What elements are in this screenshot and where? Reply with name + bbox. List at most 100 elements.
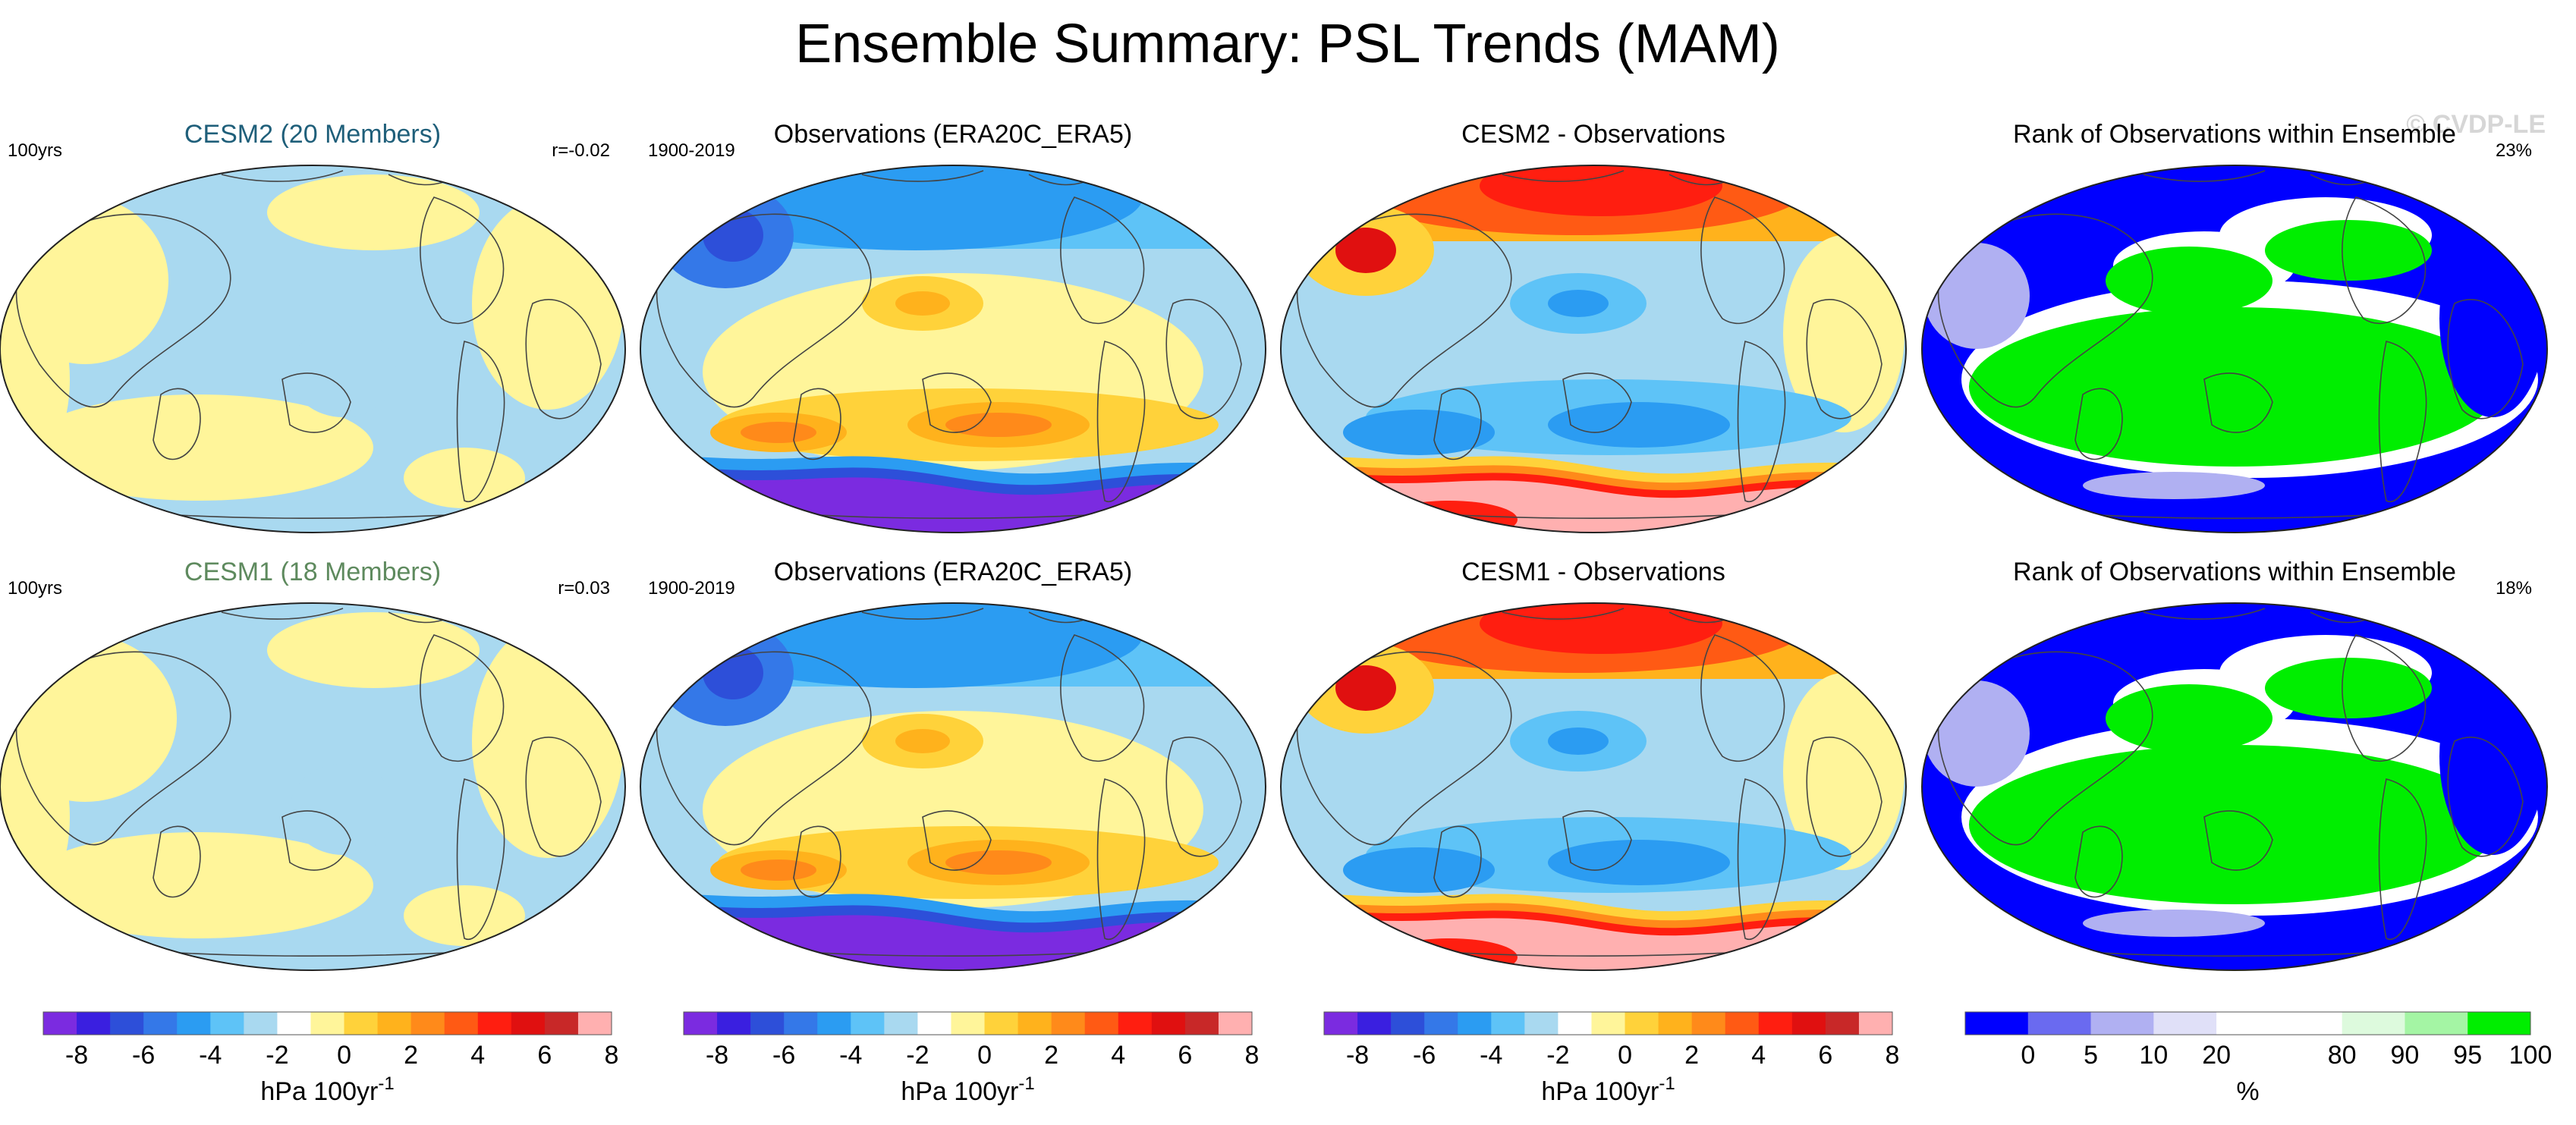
coastline-1: [793, 388, 841, 460]
coastline-2: [282, 372, 351, 433]
coastline-0: [1937, 651, 2153, 846]
map-panel-rank: Rank of Observations within Ensemble 23%: [1921, 120, 2548, 533]
colorbar-tick-label: -2: [906, 1041, 929, 1070]
colorbar-frame: [42, 1011, 612, 1035]
low-rank-region: [2083, 472, 2265, 499]
coastline-5: [1806, 299, 1882, 420]
coastline-5: [525, 737, 602, 857]
coastline-3: [420, 634, 505, 762]
panel-title: Rank of Observations within Ensemble: [2013, 120, 2456, 149]
colorbar-units-exponent: -1: [1018, 1073, 1034, 1094]
coastline-4: [1737, 778, 1786, 941]
coastline-7: [861, 608, 984, 620]
coastline-0: [1296, 213, 1512, 408]
colorbar-tick-label: 8: [1245, 1041, 1260, 1070]
positive-region: [1335, 665, 1396, 711]
colorbar-tick-label: 80: [2328, 1041, 2357, 1070]
coastline-7: [2143, 170, 2266, 182]
coastline-0: [656, 213, 872, 408]
colorbar-swatch: [1424, 1012, 1458, 1035]
colorbar-swatch: [1151, 1012, 1186, 1035]
colorbar-swatch: [2090, 1012, 2154, 1035]
coastline-0: [15, 651, 231, 846]
colorbar-swatch: [2279, 1012, 2343, 1035]
colorbar-tick-label: 100: [2509, 1041, 2552, 1070]
colorbar-swatch: [511, 1012, 546, 1035]
colorbar-swatch: [477, 1012, 512, 1035]
colorbar-swatch: [1018, 1012, 1052, 1035]
positive-region: [24, 394, 373, 501]
colorbar-tick-label: 0: [2021, 1041, 2035, 1070]
colorbar-swatch: [1324, 1012, 1358, 1035]
colorbar-swatch: [1691, 1012, 1726, 1035]
colorbar-tick-label: -4: [199, 1041, 222, 1070]
positive-region: [945, 413, 1052, 437]
coastline-3: [1700, 196, 1785, 325]
negative-region: [1343, 410, 1495, 455]
coastline-1: [793, 825, 841, 898]
colorbar-swatch: [1758, 1012, 1793, 1035]
coastline-4: [1737, 341, 1786, 503]
map-panel-rank: Rank of Observations within Ensemble 18%: [1921, 558, 2548, 971]
colorbar-swatch: [110, 1012, 144, 1035]
colorbar-tick-label: 20: [2202, 1041, 2231, 1070]
coastline-3: [420, 196, 505, 325]
panel-title: CESM1 - Observations: [1461, 558, 1725, 586]
coastline-4: [456, 778, 505, 941]
map-field: [0, 165, 625, 533]
rank-colorbar: 0 5 10 20 80 90 95 100%: [1964, 1011, 2552, 1106]
coastline-2: [2203, 810, 2273, 871]
colorbar-tick-label: 8: [605, 1041, 619, 1070]
antarctic-band: [1281, 917, 1906, 970]
colorbar-tick-label: 10: [2139, 1041, 2168, 1070]
panel-title: CESM1 (18 Members): [184, 558, 441, 586]
panel-right-label: r=0.03: [558, 578, 610, 599]
high-rank-region: [2265, 220, 2432, 281]
panel-left-label: 100yrs: [8, 578, 62, 599]
negative-region: [703, 646, 763, 699]
positive-region: [24, 832, 373, 938]
colorbar-swatch: [884, 1012, 918, 1035]
map-border: [640, 602, 1266, 971]
colorbar-swatch: [244, 1012, 278, 1035]
colorbar-frame: [1323, 1011, 1893, 1035]
map-border: [0, 165, 626, 533]
colorbar-swatch: [2467, 1012, 2531, 1035]
map-panel-difference: CESM1 - Observations: [1280, 558, 1907, 971]
coastline-3: [1700, 634, 1785, 762]
colorbar-swatch: [43, 1012, 77, 1035]
map-field: [640, 603, 1266, 970]
colorbar-swatch: [177, 1012, 211, 1035]
colorbar-tick-label: 2: [404, 1041, 418, 1070]
colorbar-swatch: [277, 1012, 311, 1035]
coastline-5: [525, 299, 602, 420]
map-field: [1922, 165, 2547, 533]
map-border: [1280, 602, 1907, 971]
colorbar-tick-label: 4: [1111, 1041, 1125, 1070]
colorbar-swatch: [717, 1012, 751, 1035]
colorbar-tick-label: 5: [2084, 1041, 2098, 1070]
positive-region: [1480, 165, 1722, 216]
coastline-2: [282, 810, 351, 871]
negative-region: [1343, 847, 1495, 893]
map-panel-observations: Observations (ERA20C_ERA5) 1900-2019: [640, 558, 1266, 971]
panel-left-label: 1900-2019: [648, 578, 735, 599]
antarctic-band: [1281, 479, 1906, 533]
colorbar-swatch: [410, 1012, 445, 1035]
negative-region: [1548, 290, 1609, 317]
panel-right-label: 23%: [2496, 140, 2532, 161]
colorbar-tick-label: -6: [132, 1041, 155, 1070]
coastline-7: [221, 608, 344, 620]
colorbar-tick-label: 6: [537, 1041, 552, 1070]
negative-region: [290, 326, 396, 417]
colorbar-swatch: [143, 1012, 178, 1035]
positive-region: [1335, 228, 1396, 273]
negative-region: [703, 209, 763, 262]
colorbar-tick-label: 6: [1178, 1041, 1192, 1070]
positive-region: [741, 859, 816, 881]
colorbar-swatch: [544, 1012, 579, 1035]
panel-title: Rank of Observations within Ensemble: [2013, 558, 2456, 586]
watermark: © CVDP-LE: [2406, 110, 2546, 139]
coastline-7: [861, 170, 984, 182]
colorbar-tick-label: 95: [2453, 1041, 2482, 1070]
